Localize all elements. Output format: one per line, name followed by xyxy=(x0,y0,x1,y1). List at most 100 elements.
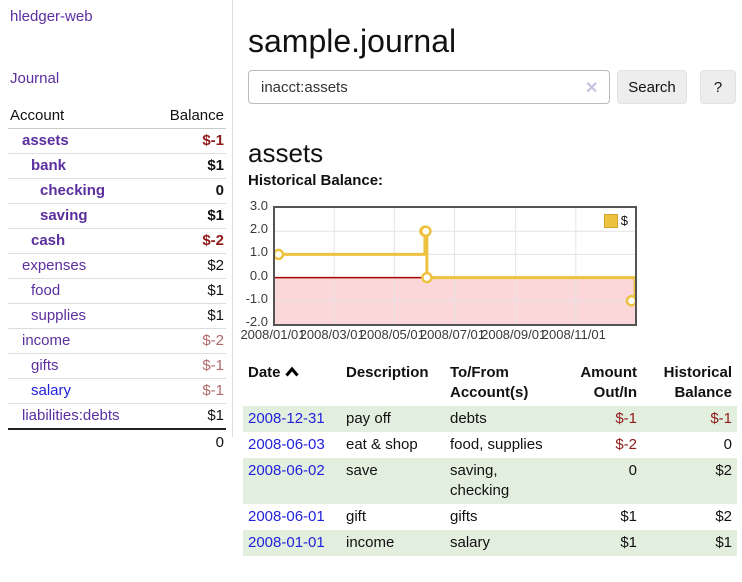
transaction-row: 2008-06-03 eat & shop food, supplies $-2 0 xyxy=(243,432,737,458)
y-axis-tick-label: -1.0 xyxy=(245,290,268,306)
date-header-label: Date xyxy=(248,364,281,381)
account-balance: 0 xyxy=(215,182,224,199)
account-link[interactable]: gifts xyxy=(31,357,59,374)
account-link[interactable]: cash xyxy=(31,232,66,249)
account-heading: assets xyxy=(248,137,324,168)
account-row: assets $-1 xyxy=(8,129,226,154)
account-balance: $1 xyxy=(207,282,224,299)
account-row: expenses $2 xyxy=(8,254,226,279)
help-button[interactable]: ? xyxy=(700,70,736,104)
clear-search-icon[interactable]: ✕ xyxy=(585,80,599,97)
account-row: income $-2 xyxy=(8,329,226,354)
legend-swatch-icon xyxy=(603,213,618,228)
transaction-amount: $-2 xyxy=(615,436,637,453)
account-link[interactable]: bank xyxy=(31,157,67,174)
sort-ascending-icon xyxy=(284,366,299,377)
transaction-balance: $-1 xyxy=(710,410,732,427)
search-button[interactable]: Search xyxy=(617,70,687,104)
account-balance: $-2 xyxy=(202,332,224,349)
transaction-row: 2008-12-31 pay off debts $-1 $-1 xyxy=(243,406,737,432)
x-axis-tick-label: 2008/09/01 xyxy=(481,327,547,342)
account-link[interactable]: supplies xyxy=(31,307,87,324)
account-balance: $2 xyxy=(207,257,224,274)
transaction-amount: $1 xyxy=(620,534,637,551)
accounts-table-body: assets $-1 bank $1 checking 0 saving $1 cash $-2 e… xyxy=(8,129,226,428)
account-balance: $1 xyxy=(207,207,224,224)
data-point-marker xyxy=(421,271,433,284)
account-balance: $1 xyxy=(207,157,224,174)
transaction-balance: $2 xyxy=(715,462,732,479)
transaction-balance: 0 xyxy=(723,436,732,453)
transaction-balance: $1 xyxy=(715,534,732,551)
transaction-date-link[interactable]: 2008-01-01 xyxy=(248,534,325,551)
transaction-accounts: food, supplies xyxy=(450,436,543,453)
legend-label: $ xyxy=(620,213,628,228)
account-row: saving $1 xyxy=(8,204,226,229)
account-link[interactable]: assets xyxy=(22,132,69,149)
transaction-balance: $2 xyxy=(715,508,732,525)
transaction-date-link[interactable]: 2008-06-02 xyxy=(248,462,325,479)
account-link[interactable]: expenses xyxy=(22,257,87,274)
y-axis-tick-label: 0.0 xyxy=(249,267,268,283)
transaction-accounts: saving, checking xyxy=(450,462,510,499)
date-column-header[interactable]: Date xyxy=(243,360,341,406)
account-row: cash $-2 xyxy=(8,229,226,254)
data-point-marker xyxy=(420,225,432,237)
account-link[interactable]: checking xyxy=(40,182,106,199)
accounts-table: Account Balance assets $-1 bank $1 checking 0… xyxy=(8,103,226,456)
y-axis-tick-label: 3.0 xyxy=(249,198,268,213)
account-row: bank $1 xyxy=(8,154,226,179)
register-header-row: Date Description To/From Account(s) Amou… xyxy=(243,360,737,406)
account-balance: $1 xyxy=(207,307,224,324)
account-row: gifts $-1 xyxy=(8,354,226,379)
x-axis-tick-label: 2008/07/01 xyxy=(419,327,486,342)
page-title: sample.journal xyxy=(248,23,457,60)
x-axis-tick-label: 2008/03/01 xyxy=(299,327,365,342)
account-balance: $-1 xyxy=(202,357,224,374)
y-axis-tick-label: 1.0 xyxy=(249,244,268,260)
balance-column-header-main: Historical Balance xyxy=(663,364,732,401)
transaction-date-link[interactable]: 2008-12-31 xyxy=(248,410,325,427)
account-balance: $-1 xyxy=(202,132,224,149)
account-row: salary $-1 xyxy=(8,379,226,404)
search-input[interactable] xyxy=(248,70,610,104)
accounts-total-row: 0 xyxy=(8,428,226,456)
transaction-description: save xyxy=(346,462,378,479)
transaction-date-link[interactable]: 2008-06-03 xyxy=(248,436,325,453)
data-point-marker xyxy=(275,248,285,261)
account-link[interactable]: salary xyxy=(31,382,72,399)
transaction-description: eat & shop xyxy=(346,436,418,453)
account-link[interactable]: income xyxy=(22,332,71,349)
transaction-date-link[interactable]: 2008-06-01 xyxy=(248,508,325,525)
account-link[interactable]: food xyxy=(31,282,61,299)
x-axis-tick-label: 2008/05/01 xyxy=(359,327,425,342)
transaction-description: pay off xyxy=(346,410,391,427)
balance-column-header: Balance xyxy=(169,107,224,124)
transaction-row: 2008-01-01 income salary $1 $1 xyxy=(243,530,737,556)
journal-link[interactable]: Journal xyxy=(10,70,60,87)
amount-column-header: Amount Out/In xyxy=(580,364,637,401)
description-column-header: Description xyxy=(346,364,429,381)
y-axis-tick-label: 2.0 xyxy=(249,221,268,237)
balance-chart: $ xyxy=(273,206,637,326)
transaction-amount: $-1 xyxy=(615,410,637,427)
account-link[interactable]: liabilities:debts xyxy=(22,407,120,424)
account-column-header: Account xyxy=(10,107,65,124)
account-link[interactable]: saving xyxy=(40,207,88,224)
transaction-description: income xyxy=(346,534,395,551)
accounts-column-header: To/From Account(s) xyxy=(450,364,529,401)
brand-link[interactable]: hledger-web xyxy=(10,8,93,25)
account-row: liabilities:debts $1 xyxy=(8,404,226,428)
x-axis-tick-label: 2008/11/01 xyxy=(541,327,606,342)
transaction-amount: 0 xyxy=(628,462,637,479)
account-row: food $1 xyxy=(8,279,226,304)
accounts-total-value: 0 xyxy=(215,434,224,451)
data-point-marker xyxy=(625,295,635,307)
register-table: Date Description To/From Account(s) Amou… xyxy=(243,360,737,556)
chart-x-axis-labels: 2008/01/01 2008/03/01 2008/05/01 2008/07/01… xyxy=(240,327,633,343)
transaction-row: 2008-06-01 gift gifts $1 $2 xyxy=(243,504,737,530)
balance-chart-svg xyxy=(275,208,635,324)
account-balance: $-2 xyxy=(202,232,224,249)
x-axis-tick-label: 2008/01/01 xyxy=(240,327,306,342)
transaction-date-cell: 2008-06-01 xyxy=(243,504,341,530)
